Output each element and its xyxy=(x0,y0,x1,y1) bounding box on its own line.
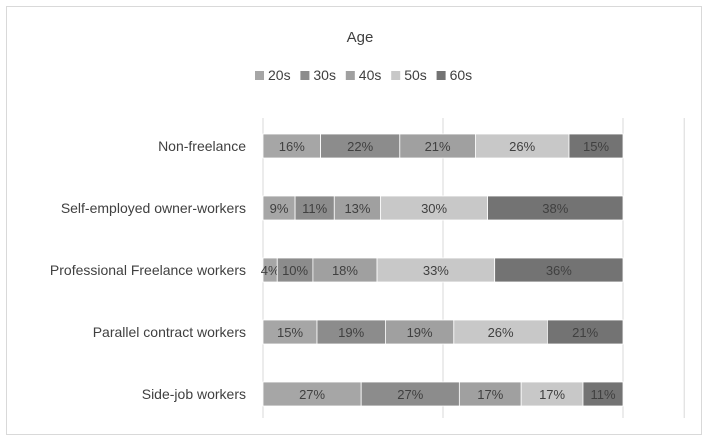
legend-item-40s: 40s xyxy=(345,67,382,83)
data-label: 4% xyxy=(261,263,280,278)
bar-segment-60s xyxy=(487,195,624,221)
data-label: 16% xyxy=(279,139,305,154)
data-label: 26% xyxy=(488,325,514,340)
data-label: 15% xyxy=(277,325,303,340)
legend-swatch xyxy=(391,71,401,80)
bar-segment-60s xyxy=(547,319,624,345)
legend-label: 20s xyxy=(268,67,291,83)
data-label: 33% xyxy=(423,263,449,278)
data-label: 27% xyxy=(299,387,325,402)
legend-swatch xyxy=(300,71,310,80)
bar-segment-60s xyxy=(494,257,624,283)
data-label: 21% xyxy=(572,325,598,340)
bars: 16% 22% 21% 26% 15% 9% 11% 13% 30% 38% 4% 10% 18% 33%… xyxy=(261,133,624,407)
legend-swatch xyxy=(345,71,355,80)
bar-segment-20s xyxy=(262,381,362,407)
data-label: 17% xyxy=(539,387,565,402)
bar-segment-30s xyxy=(276,257,314,283)
data-label: 19% xyxy=(338,325,364,340)
category-label: Parallel contract workers xyxy=(93,324,246,340)
bar-segment-40s xyxy=(384,319,455,345)
data-label: 11% xyxy=(590,387,615,402)
legend-item-50s: 50s xyxy=(391,67,427,83)
bar-segment-50s xyxy=(380,195,488,221)
data-label: 18% xyxy=(332,263,358,278)
legend-item-30s: 30s xyxy=(300,67,336,83)
legend-label: 30s xyxy=(313,67,336,83)
data-label: 15% xyxy=(583,139,609,154)
chart-frame xyxy=(6,6,702,435)
legend-label: 60s xyxy=(450,67,473,83)
data-label: 30% xyxy=(421,201,447,216)
category-labels: Non-freelance Self-employed owner-workers… xyxy=(50,138,246,402)
chart-title: Age xyxy=(347,29,374,46)
category-label: Self-employed owner-workers xyxy=(61,200,246,216)
data-label: 38% xyxy=(542,201,568,216)
bar-segment-50s xyxy=(376,257,496,283)
data-label: 26% xyxy=(509,139,535,154)
data-label: 19% xyxy=(407,325,433,340)
bar-segment-30s xyxy=(320,133,401,159)
category-label: Professional Freelance workers xyxy=(50,262,246,278)
data-label: 17% xyxy=(477,387,503,402)
legend-item-60s: 60s xyxy=(436,67,473,83)
legend-swatch xyxy=(436,71,446,80)
legend-label: 40s xyxy=(359,67,382,83)
bar-segment-20s xyxy=(262,133,321,159)
data-label: 22% xyxy=(347,139,373,154)
category-label: Non-freelance xyxy=(158,138,246,154)
legend-label: 50s xyxy=(404,67,427,83)
data-label: 11% xyxy=(302,201,327,216)
data-label: 13% xyxy=(344,201,370,216)
bar-segment-40s xyxy=(333,195,382,221)
data-label: 9% xyxy=(270,201,289,216)
bar-segment-60s xyxy=(582,381,624,407)
data-label: 36% xyxy=(546,263,572,278)
bar-segment-60s xyxy=(568,133,624,159)
legend: 20s 30s 40s 50s 60s xyxy=(255,67,472,83)
data-label: 10% xyxy=(282,263,308,278)
data-label: 21% xyxy=(425,139,451,154)
legend-swatch xyxy=(255,71,264,80)
bar-segment-40s xyxy=(312,257,378,283)
bar-segment-20s xyxy=(262,319,318,345)
data-label: 27% xyxy=(397,387,423,402)
bar-segment-30s xyxy=(360,381,460,407)
bar-segment-30s xyxy=(316,319,386,345)
bar-segment-50s xyxy=(453,319,548,345)
legend-item-20s: 20s xyxy=(255,67,291,83)
category-label: Side-job workers xyxy=(142,386,246,402)
